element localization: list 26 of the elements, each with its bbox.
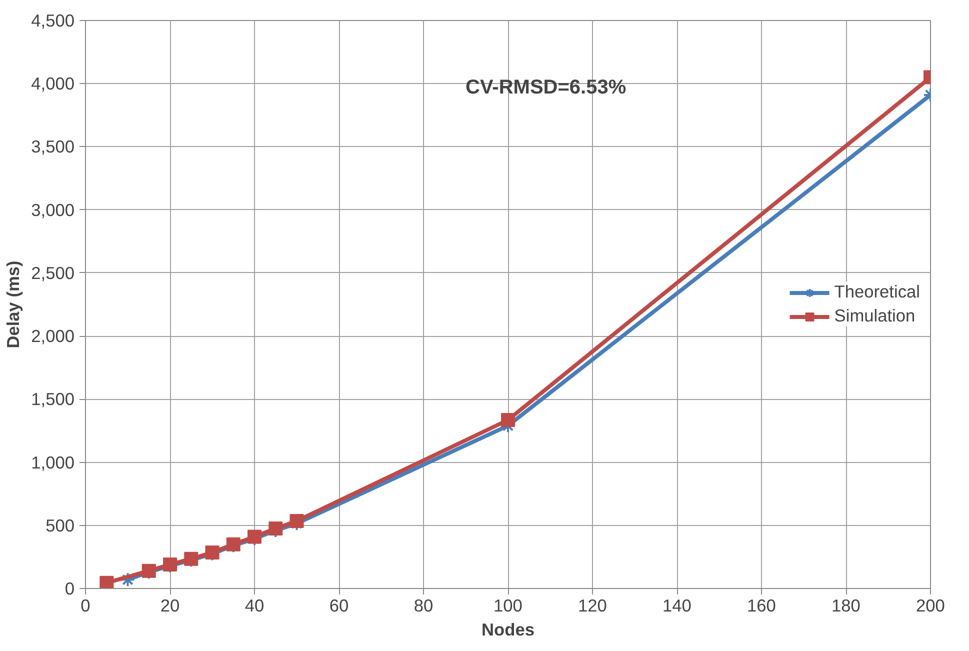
- legend-label: Theoretical: [834, 282, 920, 302]
- y-tick-label: 4,000: [31, 74, 75, 94]
- legend-label: Simulation: [834, 306, 916, 326]
- x-tick-label: 0: [80, 596, 90, 616]
- x-tick-label: 160: [747, 596, 776, 616]
- y-tick-label: 3,000: [31, 200, 75, 220]
- x-tick-label: 20: [160, 596, 180, 616]
- y-tick-label: 1,500: [31, 389, 75, 410]
- x-tick-label: 180: [832, 596, 860, 616]
- annotation: CV-RMSD=6.53%: [466, 76, 626, 98]
- x-tick-label: 60: [329, 596, 349, 616]
- y-tick-label: 1,000: [31, 452, 75, 472]
- x-tick-label: 200: [916, 596, 945, 616]
- y-tick-label: 2,500: [31, 262, 75, 283]
- x-tick-label: 120: [578, 596, 607, 616]
- y-tick-label: 0: [64, 578, 75, 598]
- y-tick-label: 500: [46, 515, 75, 536]
- x-tick-label: 40: [244, 596, 264, 616]
- y-tick-label: 2,000: [31, 326, 75, 346]
- y-tick-label: 3,500: [31, 136, 75, 157]
- x-axis-title: Nodes: [482, 620, 534, 640]
- x-tick-label: 80: [414, 596, 434, 616]
- x-tick-label: 100: [494, 596, 522, 616]
- y-tick-label: 4,500: [31, 10, 75, 30]
- y-axis-title: Delay (ms): [3, 260, 24, 348]
- x-tick-label: 140: [662, 596, 692, 616]
